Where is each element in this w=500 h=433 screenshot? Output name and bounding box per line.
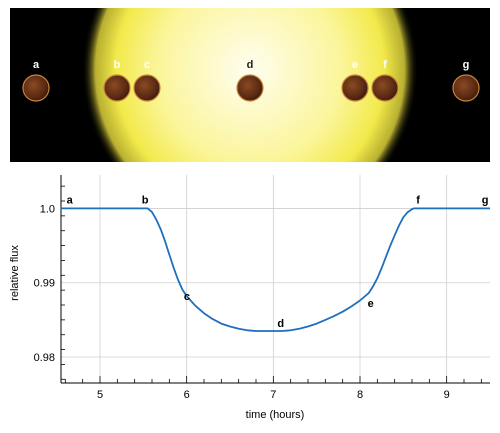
y-tick-label: 0.98 <box>34 352 55 364</box>
x-tick-label: 5 <box>97 389 103 401</box>
chart-grid <box>61 175 490 383</box>
planet-e: e <box>341 59 369 102</box>
planet-disk <box>22 74 50 102</box>
planet-disk <box>133 74 161 102</box>
planet-disk <box>236 74 264 102</box>
planet-g: g <box>452 59 480 102</box>
x-tick-label: 8 <box>357 389 363 401</box>
light-curve-line <box>61 207 490 332</box>
chart-series <box>61 207 490 332</box>
planet-label: g <box>463 59 470 71</box>
y-tick-label: 1.0 <box>40 203 55 215</box>
planet-disk <box>341 74 369 102</box>
planet-disk <box>452 74 480 102</box>
annotation-f: f <box>416 194 420 206</box>
planet-b: b <box>103 59 131 102</box>
x-axis-label: time (hours) <box>246 409 305 421</box>
y-axis-label: relative flux <box>9 245 21 301</box>
chart-annotations: a b c d e f g <box>67 194 489 330</box>
annotation-e: e <box>368 298 374 310</box>
planet-label: b <box>114 59 121 71</box>
planet-disk <box>103 74 131 102</box>
annotation-b: b <box>142 194 149 206</box>
y-tick-label: 0.99 <box>34 278 55 290</box>
planet-c: c <box>133 59 161 102</box>
planet-f: f <box>371 59 399 102</box>
planet-label: d <box>247 59 254 71</box>
x-tick-label: 6 <box>184 389 190 401</box>
planet-disk <box>371 74 399 102</box>
annotation-d: d <box>277 318 284 330</box>
chart-axes: 5 6 7 8 9 0.98 0.99 1.0 <box>34 175 490 401</box>
planet-a: a <box>22 59 50 102</box>
annotation-a: a <box>67 194 74 206</box>
planet-label: c <box>144 59 150 71</box>
planet-positions: a b c d e f g <box>22 59 480 102</box>
annotation-g: g <box>482 194 489 206</box>
planet-label: e <box>352 59 358 71</box>
x-tick-label: 7 <box>270 389 276 401</box>
planet-d: d <box>236 59 264 102</box>
x-tick-label: 9 <box>444 389 450 401</box>
annotation-c: c <box>184 291 190 303</box>
planet-label: a <box>33 59 40 71</box>
planet-label: f <box>383 59 387 71</box>
